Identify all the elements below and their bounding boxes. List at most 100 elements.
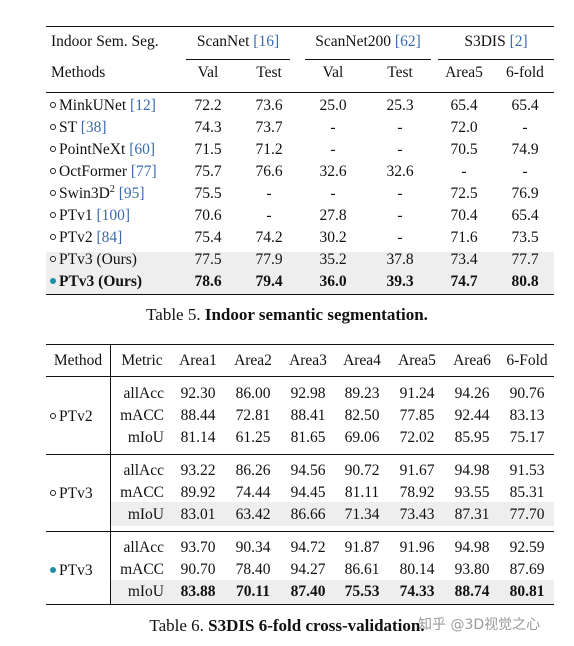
- table6-cell: 93.55: [454, 484, 490, 501]
- highlight-row: [46, 252, 554, 294]
- method-label: PTv3 (Ours): [59, 251, 137, 268]
- table5-cell: 30.2: [319, 229, 347, 246]
- table5-method-name: MinkUNet [12]: [50, 97, 156, 115]
- table5-methods-label: Methods: [51, 64, 106, 81]
- group-name: ScanNet: [196, 33, 250, 50]
- table6-column-header: Metric: [121, 352, 163, 369]
- table6-cell: 91.53: [509, 462, 545, 479]
- table5-cell: 65.4: [450, 97, 478, 114]
- table6-cell: 74.33: [399, 583, 435, 600]
- table5-subcolumn-header: Test: [256, 64, 282, 81]
- method-citation: [77]: [130, 163, 157, 180]
- caption-prefix: Table 6.: [149, 616, 204, 635]
- open-dot-icon: [50, 190, 56, 196]
- table5-cell: -: [397, 229, 403, 246]
- caption-title: Indoor semantic segmentation.: [204, 305, 428, 324]
- table5-method-name: PTv3 (Ours): [50, 251, 137, 269]
- table6-column-header: 6-Fold: [506, 352, 548, 369]
- table5-cell: -: [397, 141, 403, 158]
- table5-cell: 32.6: [386, 163, 414, 180]
- table5-group-underline: [438, 59, 554, 60]
- table6-cell: 72.02: [399, 429, 435, 446]
- open-dot-icon: [50, 234, 56, 240]
- method-label: PointNeXt: [59, 141, 126, 158]
- table6-column-header: Area1: [179, 352, 217, 369]
- table6-cell: 93.80: [454, 561, 490, 578]
- group-citation: [62]: [394, 33, 421, 50]
- filled-dot-icon: [50, 278, 56, 284]
- table6-cell: 87.40: [290, 583, 326, 600]
- table6-cell: 90.34: [235, 539, 271, 556]
- table5-group-header: ScanNet [16]: [168, 33, 308, 51]
- method-citation: [84]: [96, 229, 123, 246]
- table5-cell: 72.5: [450, 185, 478, 202]
- method-label: Swin3D: [59, 185, 110, 202]
- table6-column-header: Area4: [343, 352, 381, 369]
- table6-method-name: PTv3: [50, 562, 93, 580]
- open-dot-icon: [50, 168, 56, 174]
- table5-cell: 74.7: [450, 273, 478, 290]
- table6-cell: 92.98: [290, 385, 326, 402]
- caption-prefix: Table 5.: [146, 305, 201, 324]
- open-dot-icon: [50, 413, 56, 419]
- table5-cell: -: [461, 163, 467, 180]
- table5-cell: 73.4: [450, 251, 478, 268]
- table6-column-header: Area6: [453, 352, 491, 369]
- table6-cell: 69.06: [344, 429, 380, 446]
- table6-cell: 94.45: [290, 484, 326, 501]
- table6-metric-label: allAcc: [123, 539, 164, 556]
- table6-cell: 80.81: [509, 583, 545, 600]
- table5-method-name: ST [38]: [50, 119, 107, 137]
- table5-subcolumn-header: Val: [197, 64, 219, 81]
- table6-cell: 63.42: [235, 506, 271, 523]
- table6-cell: 82.50: [344, 407, 380, 424]
- method-label: PTv1: [59, 207, 93, 224]
- table5-cell: 73.5: [511, 229, 539, 246]
- table5-cell: 71.2: [255, 141, 283, 158]
- table5-group-underline: [186, 59, 290, 60]
- table6-metric-label: allAcc: [123, 462, 164, 479]
- table5-group-header: ScanNet200 [62]: [298, 33, 438, 51]
- table6-bottom-rule: [46, 604, 554, 606]
- table5-cell: 32.6: [319, 163, 347, 180]
- table5-caption: Table 5. Indoor semantic segmentation.: [0, 305, 574, 325]
- table6-cell: 91.67: [399, 462, 435, 479]
- group-name: ScanNet200: [315, 33, 392, 50]
- method-citation: [12]: [130, 97, 156, 114]
- table6-metric-label: mIoU: [127, 583, 164, 600]
- table5-cell: 72.2: [194, 97, 222, 114]
- table6-cell: 91.87: [344, 539, 380, 556]
- method-label: PTv3: [59, 562, 93, 579]
- table5-cell: 75.5: [194, 185, 222, 202]
- watermark: 知乎 @3D视觉之心: [418, 617, 541, 633]
- table6-column-header: Method: [53, 352, 103, 369]
- table6-cell: 92.59: [509, 539, 545, 556]
- method-label: PTv2: [59, 408, 93, 425]
- table6-cell: 85.31: [509, 484, 545, 501]
- table6-cell: 92.30: [180, 385, 216, 402]
- table5-cell: 37.8: [386, 251, 414, 268]
- table6-cell: 87.31: [454, 506, 490, 523]
- table5-cell: 76.6: [255, 163, 283, 180]
- table5-method-name: Swin3D2 [95]: [50, 185, 145, 203]
- table5-method-name: PTv1 [100]: [50, 207, 130, 225]
- table5-cell: 79.4: [255, 273, 283, 290]
- table5-cell: 71.6: [450, 229, 478, 246]
- table5-cell: 76.9: [511, 185, 539, 202]
- open-dot-icon: [50, 490, 56, 496]
- table6-cell: 91.24: [399, 385, 435, 402]
- table5-cell: 72.0: [450, 119, 478, 136]
- table6-cell: 78.40: [235, 561, 271, 578]
- table5-cell: 74.9: [511, 141, 539, 158]
- table6-group-rule: [46, 454, 554, 455]
- table6-cell: 81.65: [290, 429, 326, 446]
- open-dot-icon: [50, 146, 56, 152]
- table6-cell: 88.44: [180, 407, 216, 424]
- table6-metric-label: mACC: [120, 561, 164, 578]
- table6-cell: 83.01: [180, 506, 216, 523]
- table5-cell: 70.5: [450, 141, 478, 158]
- table5-method-name: PTv3 (Ours): [50, 273, 142, 291]
- highlight-miou-row: [110, 502, 554, 526]
- table6-cell: 88.41: [290, 407, 326, 424]
- table5-cell: 35.2: [319, 251, 347, 268]
